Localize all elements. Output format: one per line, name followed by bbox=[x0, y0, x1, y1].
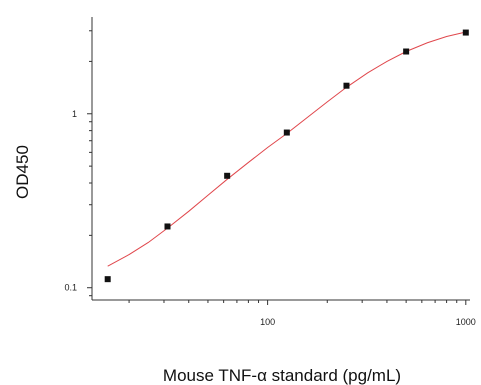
ticks: 100 1000 0.1 1 bbox=[64, 30, 476, 327]
data-point bbox=[343, 82, 350, 89]
data-point bbox=[104, 276, 111, 283]
fit-curve bbox=[107, 31, 466, 267]
data-point bbox=[224, 172, 231, 179]
data-point bbox=[283, 129, 290, 136]
data-points bbox=[104, 29, 469, 283]
y-tick-label: 0.1 bbox=[64, 283, 77, 293]
x-tick-label: 100 bbox=[260, 317, 275, 327]
x-axis-title: Mouse TNF-α standard (pg/mL) bbox=[163, 366, 401, 385]
data-point bbox=[403, 48, 410, 55]
x-tick-label: 1000 bbox=[456, 317, 476, 327]
data-point bbox=[164, 223, 171, 230]
y-tick-label: 1 bbox=[72, 109, 77, 119]
axes bbox=[91, 17, 470, 301]
y-axis-title: OD450 bbox=[13, 145, 32, 199]
data-point bbox=[462, 29, 469, 36]
